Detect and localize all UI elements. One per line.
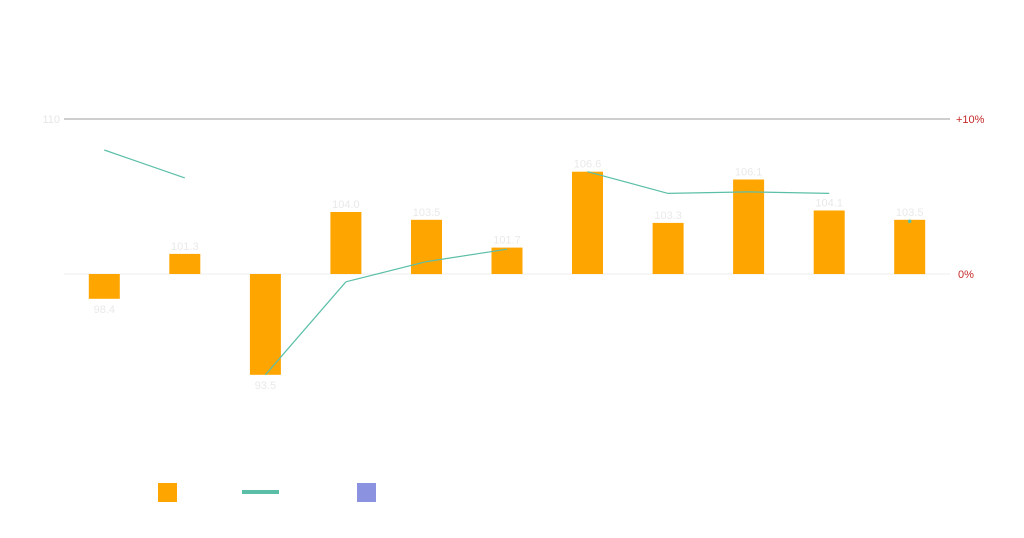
bar-data-label: 106.6 bbox=[574, 159, 602, 171]
bar bbox=[169, 253, 201, 274]
bar-data-label: 103.5 bbox=[413, 207, 441, 219]
line-segment bbox=[748, 191, 830, 194]
bar-data-label: 101.7 bbox=[493, 235, 521, 247]
bar-data-label: 103.5 bbox=[896, 207, 924, 219]
line-segment bbox=[668, 191, 749, 194]
bar bbox=[88, 274, 120, 299]
left-tick-label: 110 bbox=[42, 114, 60, 126]
bar-data-label: 106.1 bbox=[735, 167, 763, 179]
legend-bar-swatch bbox=[158, 483, 177, 502]
bar bbox=[733, 179, 765, 274]
line-segment bbox=[426, 248, 508, 263]
bar bbox=[249, 274, 281, 375]
line-segment bbox=[104, 149, 185, 179]
bar bbox=[813, 210, 845, 274]
bar-data-label: 98.4 bbox=[94, 304, 115, 316]
bar bbox=[652, 222, 684, 274]
right-tick-label-top: +10% bbox=[956, 114, 985, 126]
bar-data-label: 104.0 bbox=[332, 199, 360, 211]
bar-series bbox=[88, 171, 926, 375]
line-segment bbox=[264, 281, 347, 376]
line-segment bbox=[587, 171, 669, 194]
bar bbox=[572, 171, 603, 274]
bar bbox=[491, 247, 523, 274]
right-tick-label-zero: 0% bbox=[958, 269, 974, 281]
line-series bbox=[104, 149, 912, 376]
bar-data-label: 103.3 bbox=[654, 210, 682, 222]
bar-data-label: 93.5 bbox=[255, 380, 276, 392]
bar-labels: 98.4 101.3 93.5 104.0 103.5 101.7 106.6 103.3 10… bbox=[94, 159, 924, 392]
bar-data-label: 101.3 bbox=[171, 241, 199, 253]
bar bbox=[894, 219, 926, 275]
legend-line-swatch bbox=[242, 490, 279, 494]
legend-bar-swatch bbox=[357, 483, 376, 502]
line-point bbox=[907, 219, 912, 224]
line-segment bbox=[345, 261, 427, 283]
bar-data-label: 104.1 bbox=[815, 198, 843, 210]
bar bbox=[330, 212, 362, 274]
bar bbox=[411, 219, 442, 275]
